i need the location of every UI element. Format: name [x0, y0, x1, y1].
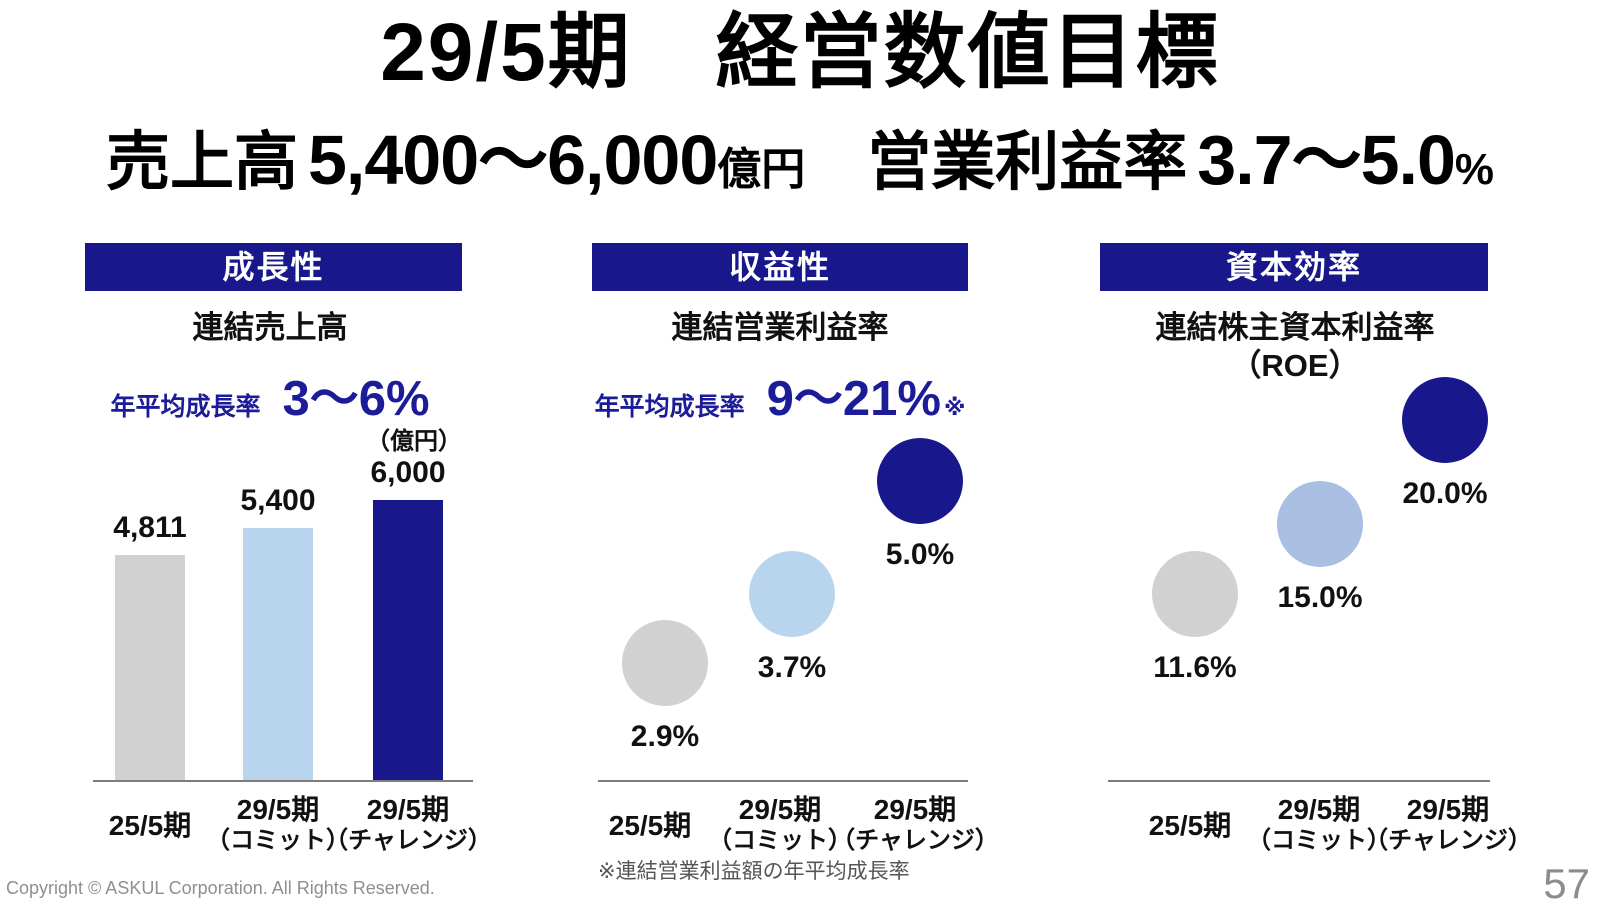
- bubble-2: [749, 550, 835, 637]
- bubble-1: [622, 619, 708, 706]
- bar-value-label: 6,000: [370, 456, 446, 489]
- panel-capital-subtitle-line2: （ROE）: [1230, 348, 1360, 383]
- panel-growth-subtitle-line1: 連結売上高: [192, 310, 348, 345]
- bar-value-label: 5,400: [240, 484, 316, 517]
- x-axis-label-line: （チャレンジ）: [324, 827, 492, 854]
- bar-3: [373, 500, 443, 780]
- cagr-value: 9〜21%: [766, 372, 941, 426]
- x-axis-label: 25/5期: [50, 793, 250, 842]
- bubble-value-label: 5.0%: [885, 537, 955, 571]
- x-axis-label: 29/5期 （チャレンジ）: [308, 793, 508, 856]
- x-axis-label: 25/5期: [1090, 793, 1290, 842]
- panel-capital-efficiency: 資本効率 連結株主資本利益率 （ROE） 11.6% 15.0% 20.0% 25/5…: [1085, 243, 1532, 903]
- bar-2: [243, 528, 313, 780]
- sales-unit: 億円: [717, 145, 806, 194]
- x-axis-label-line: （チャレンジ）: [1364, 827, 1532, 854]
- x-axis-line: [598, 780, 968, 782]
- cagr-footnote-marker: ※: [943, 395, 966, 420]
- cagr-row-profitability: 年平均成長率 9〜21% ※: [570, 359, 990, 430]
- x-axis-label-line: （コミット）: [708, 827, 852, 854]
- operating-margin-bubble-chart: 2.9% 3.7% 5.0% 25/5期 29/5期 （コミット） 29/5期 （チャレンジ）: [570, 243, 999, 903]
- subtitle: 売上高 5,400〜6,000 億円 営業利益率 3.7〜5.0 %: [0, 104, 1600, 200]
- x-axis-label-line: （チャレンジ）: [831, 827, 999, 854]
- page-number: 57: [1543, 860, 1590, 907]
- page-title: 29/5期 経営数値目標: [380, 7, 1220, 98]
- x-axis-line: [93, 780, 473, 782]
- panel-growth-subtitle: 連結売上高: [60, 309, 480, 347]
- x-axis-label-line: （コミット）: [1247, 827, 1391, 854]
- panel-profitability: 収益性 連結営業利益率 年平均成長率 9〜21% ※ 2.9% 3.7% 5.0% 2…: [570, 243, 999, 903]
- x-axis-label: 29/5期 （チャレンジ）: [1348, 793, 1548, 856]
- margin-unit: %: [1454, 145, 1495, 194]
- sales-bar-chart: 4,811 5,400 6,000 25/5期 29/5期 （コミット） 29/5期 （チャレ…: [60, 243, 492, 903]
- sales-value: 5,400〜6,000: [307, 121, 718, 199]
- panel-profitability-header: 収益性: [592, 243, 968, 291]
- x-axis-label-line: 25/5期: [608, 810, 692, 841]
- panel-capital-subtitle: 連結株主資本利益率 （ROE）: [1085, 309, 1505, 385]
- x-axis-line: [1108, 780, 1490, 782]
- x-axis-label: 29/5期 （コミット）: [1219, 793, 1419, 856]
- x-axis-label-line: （コミット）: [206, 827, 350, 854]
- panel-capital-subtitle-line1: 連結株主資本利益率: [1155, 310, 1435, 345]
- bubble-1: [1152, 551, 1238, 638]
- bubble-value-label: 20.0%: [1402, 477, 1488, 511]
- bubble-value-label: 15.0%: [1277, 580, 1363, 614]
- x-axis-label-line: 29/5期: [366, 794, 450, 825]
- cagr-label: 年平均成長率: [594, 393, 745, 421]
- x-axis-label-line: 25/5期: [1148, 810, 1232, 841]
- x-axis-label: 29/5期 （コミット）: [178, 793, 378, 856]
- x-axis-label-line: 29/5期: [738, 794, 822, 825]
- margin-value: 3.7〜5.0: [1197, 121, 1456, 199]
- x-axis-label-line: 29/5期: [873, 794, 957, 825]
- bubble-value-label: 11.6%: [1153, 651, 1237, 685]
- bubble-value-label: 2.9%: [630, 719, 700, 753]
- bubble-value-label: 3.7%: [757, 650, 827, 684]
- x-axis-label: 29/5期 （コミット）: [680, 793, 880, 856]
- roe-bubble-chart: 11.6% 15.0% 20.0% 25/5期 29/5期 （コミット） 29/5期 （チャレ…: [1085, 243, 1532, 903]
- cagr-value: 3〜6%: [282, 372, 430, 426]
- cagr-label: 年平均成長率: [110, 393, 261, 421]
- x-axis-label: 29/5期 （チャレンジ）: [815, 793, 1015, 856]
- bar-value-label: 4,811: [113, 511, 187, 544]
- bubble-3: [877, 437, 963, 524]
- bar-1: [115, 555, 185, 780]
- copyright-text: Copyright © ASKUL Corporation. All Right…: [6, 878, 435, 898]
- bubble-2: [1277, 480, 1363, 567]
- bubble-3: [1402, 377, 1488, 464]
- y-axis-unit-label: （億円）: [366, 428, 462, 455]
- x-axis-label-line: 29/5期: [1277, 794, 1361, 825]
- panel-growth-header: 成長性: [85, 243, 462, 291]
- sales-label: 売上高: [105, 126, 298, 198]
- x-axis-label-line: 25/5期: [108, 810, 192, 841]
- panel-capital-header: 資本効率: [1100, 243, 1488, 291]
- x-axis-label-line: 29/5期: [236, 794, 320, 825]
- footnote: ※連結営業利益額の年平均成長率: [598, 860, 910, 883]
- x-axis-label-line: 29/5期: [1406, 794, 1490, 825]
- x-axis-label: 25/5期: [550, 793, 750, 842]
- panel-profitability-subtitle-line1: 連結営業利益率: [671, 310, 889, 345]
- margin-label: 営業利益率: [867, 126, 1188, 198]
- cagr-row-growth: 年平均成長率 3〜6%: [60, 359, 480, 430]
- panel-growth: 成長性 連結売上高 年平均成長率 3〜6% （億円） 4,811 5,400 6,0…: [60, 243, 492, 903]
- panel-profitability-subtitle: 連結営業利益率: [570, 309, 990, 347]
